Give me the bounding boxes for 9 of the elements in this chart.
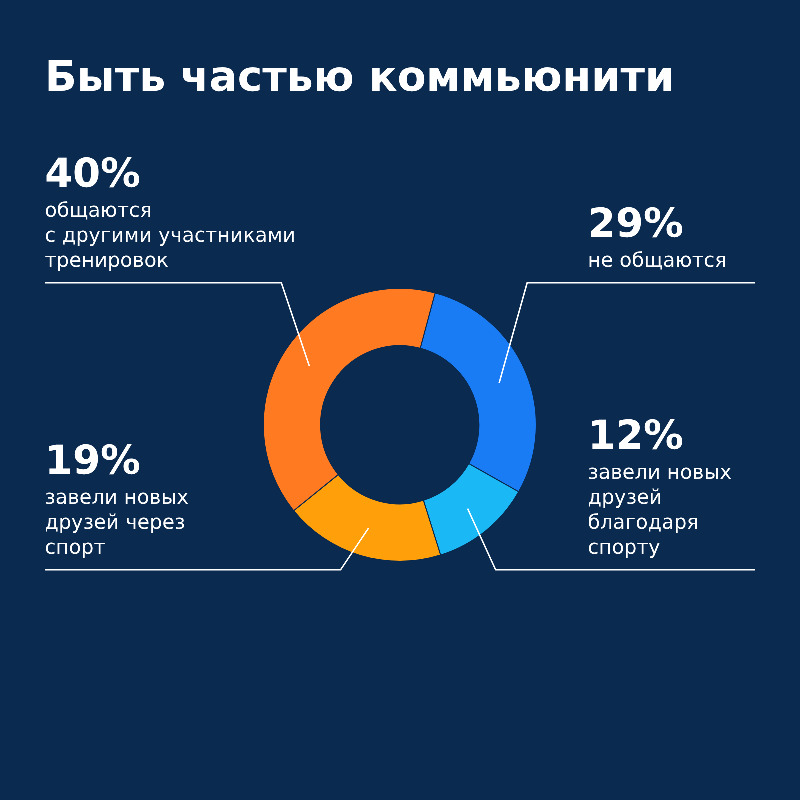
- slice-label: завели новых друзей благодаря спорту: [588, 460, 732, 559]
- slice-label: общаются с другими участниками тренировок: [45, 198, 296, 272]
- data-label: 40%: [45, 150, 142, 198]
- data-label: 29%: [588, 200, 685, 248]
- chart-title: Быть частью коммьюнити: [45, 52, 675, 101]
- slice-label: не общаются: [588, 248, 727, 272]
- slice-label: завели новых друзей через спорт: [45, 485, 189, 559]
- data-label: 19%: [45, 437, 142, 485]
- data-label: 12%: [588, 412, 685, 460]
